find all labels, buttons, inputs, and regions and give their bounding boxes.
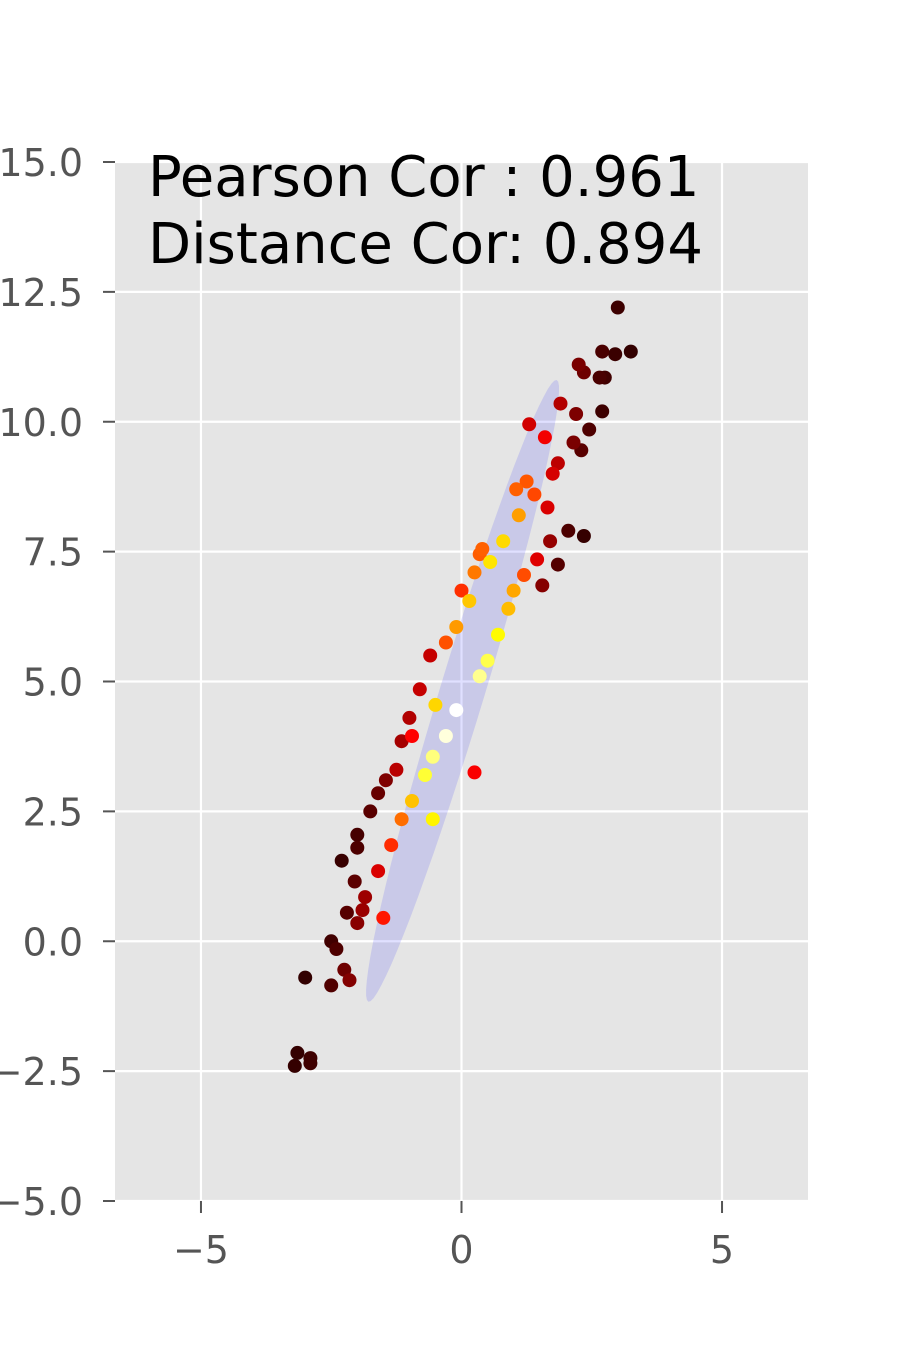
data-point [576,529,591,543]
data-point [623,344,638,359]
data-point [550,557,565,572]
confidence-ellipse [366,380,559,1002]
data-point [472,669,487,684]
data-point [527,487,542,502]
y-tick-label: 12.5 [0,271,83,315]
data-point [334,853,349,868]
data-point [462,594,477,608]
data-point [506,583,521,598]
ellipse-shape [366,380,559,1002]
data-point [394,734,409,749]
data-point [517,568,531,582]
data-point [425,812,440,827]
data-point [358,890,373,905]
data-point [608,347,623,362]
y-tick-label: 7.5 [23,531,83,575]
data-point [595,344,610,359]
data-point [363,804,378,819]
data-point [501,601,516,616]
data-point [350,916,365,931]
data-point [491,627,505,642]
grid-lines [115,160,808,1203]
data-point [519,474,534,489]
data-point [511,508,526,523]
data-point [298,970,313,985]
y-tick-label: 0.0 [23,920,83,964]
data-point [355,903,370,918]
data-point [537,430,552,445]
data-point [376,910,391,925]
data-point [329,942,344,956]
data-point [347,874,362,889]
y-tick-label: 5.0 [23,661,83,705]
data-point [475,542,490,556]
scatter-points [287,300,638,1073]
y-tick-label: 10.0 [0,401,83,445]
data-point [535,578,550,593]
data-point [543,534,558,549]
data-point [522,417,537,432]
axis-ticks: −5 0 5 −5.0 −2.5 0.0 2.5 5.0 7.5 10.0 12.5 15.0 [0,141,734,1272]
data-point [389,762,404,777]
data-point [509,482,524,497]
data-point [483,555,498,569]
data-point [480,653,495,668]
y-tick-label: 15.0 [0,141,83,185]
x-tick-label: −5 [173,1228,229,1272]
data-point [540,500,555,515]
data-point [378,773,393,788]
data-point [371,864,386,879]
distance-annotation: Distance Cor: 0.894 [148,212,703,277]
data-point [371,786,386,801]
data-point [350,827,365,842]
data-point [553,396,568,411]
data-point [561,523,576,538]
data-point [303,1056,318,1071]
data-point [405,794,419,808]
data-point [412,682,427,697]
data-point [592,370,607,385]
data-point [467,765,482,780]
data-point [339,905,354,920]
data-point [582,422,597,437]
data-point [545,466,560,481]
x-tick-label: 5 [710,1228,734,1272]
y-tick-label: 2.5 [23,790,83,834]
data-point [423,648,438,663]
x-tick-label: 0 [449,1228,473,1272]
data-point [467,565,482,580]
data-point [428,697,443,712]
data-point [350,840,365,855]
data-point [454,583,469,598]
data-point [394,812,409,827]
data-point [550,456,565,471]
data-point [290,1045,305,1060]
data-point [449,620,464,634]
data-point [287,1058,302,1073]
data-point [595,404,610,419]
data-point [342,973,357,988]
y-tick-label: −2.5 [0,1050,83,1094]
data-point [418,768,432,782]
data-point [496,534,511,549]
data-point [530,552,545,567]
data-point [566,435,581,450]
annotations: Pearson Cor : 0.961 Distance Cor: 0.894 [148,145,703,277]
data-point [402,710,417,725]
data-point [571,357,586,372]
data-point [425,749,440,764]
data-point [438,729,453,743]
data-point [324,978,339,993]
pearson-annotation: Pearson Cor : 0.961 [148,145,699,210]
data-point [569,407,584,421]
y-tick-label: −5.0 [0,1180,83,1224]
data-point [449,703,464,718]
data-point [610,300,625,315]
data-point [384,838,399,853]
data-point [337,962,352,977]
data-point [405,729,419,743]
data-point [438,635,453,650]
